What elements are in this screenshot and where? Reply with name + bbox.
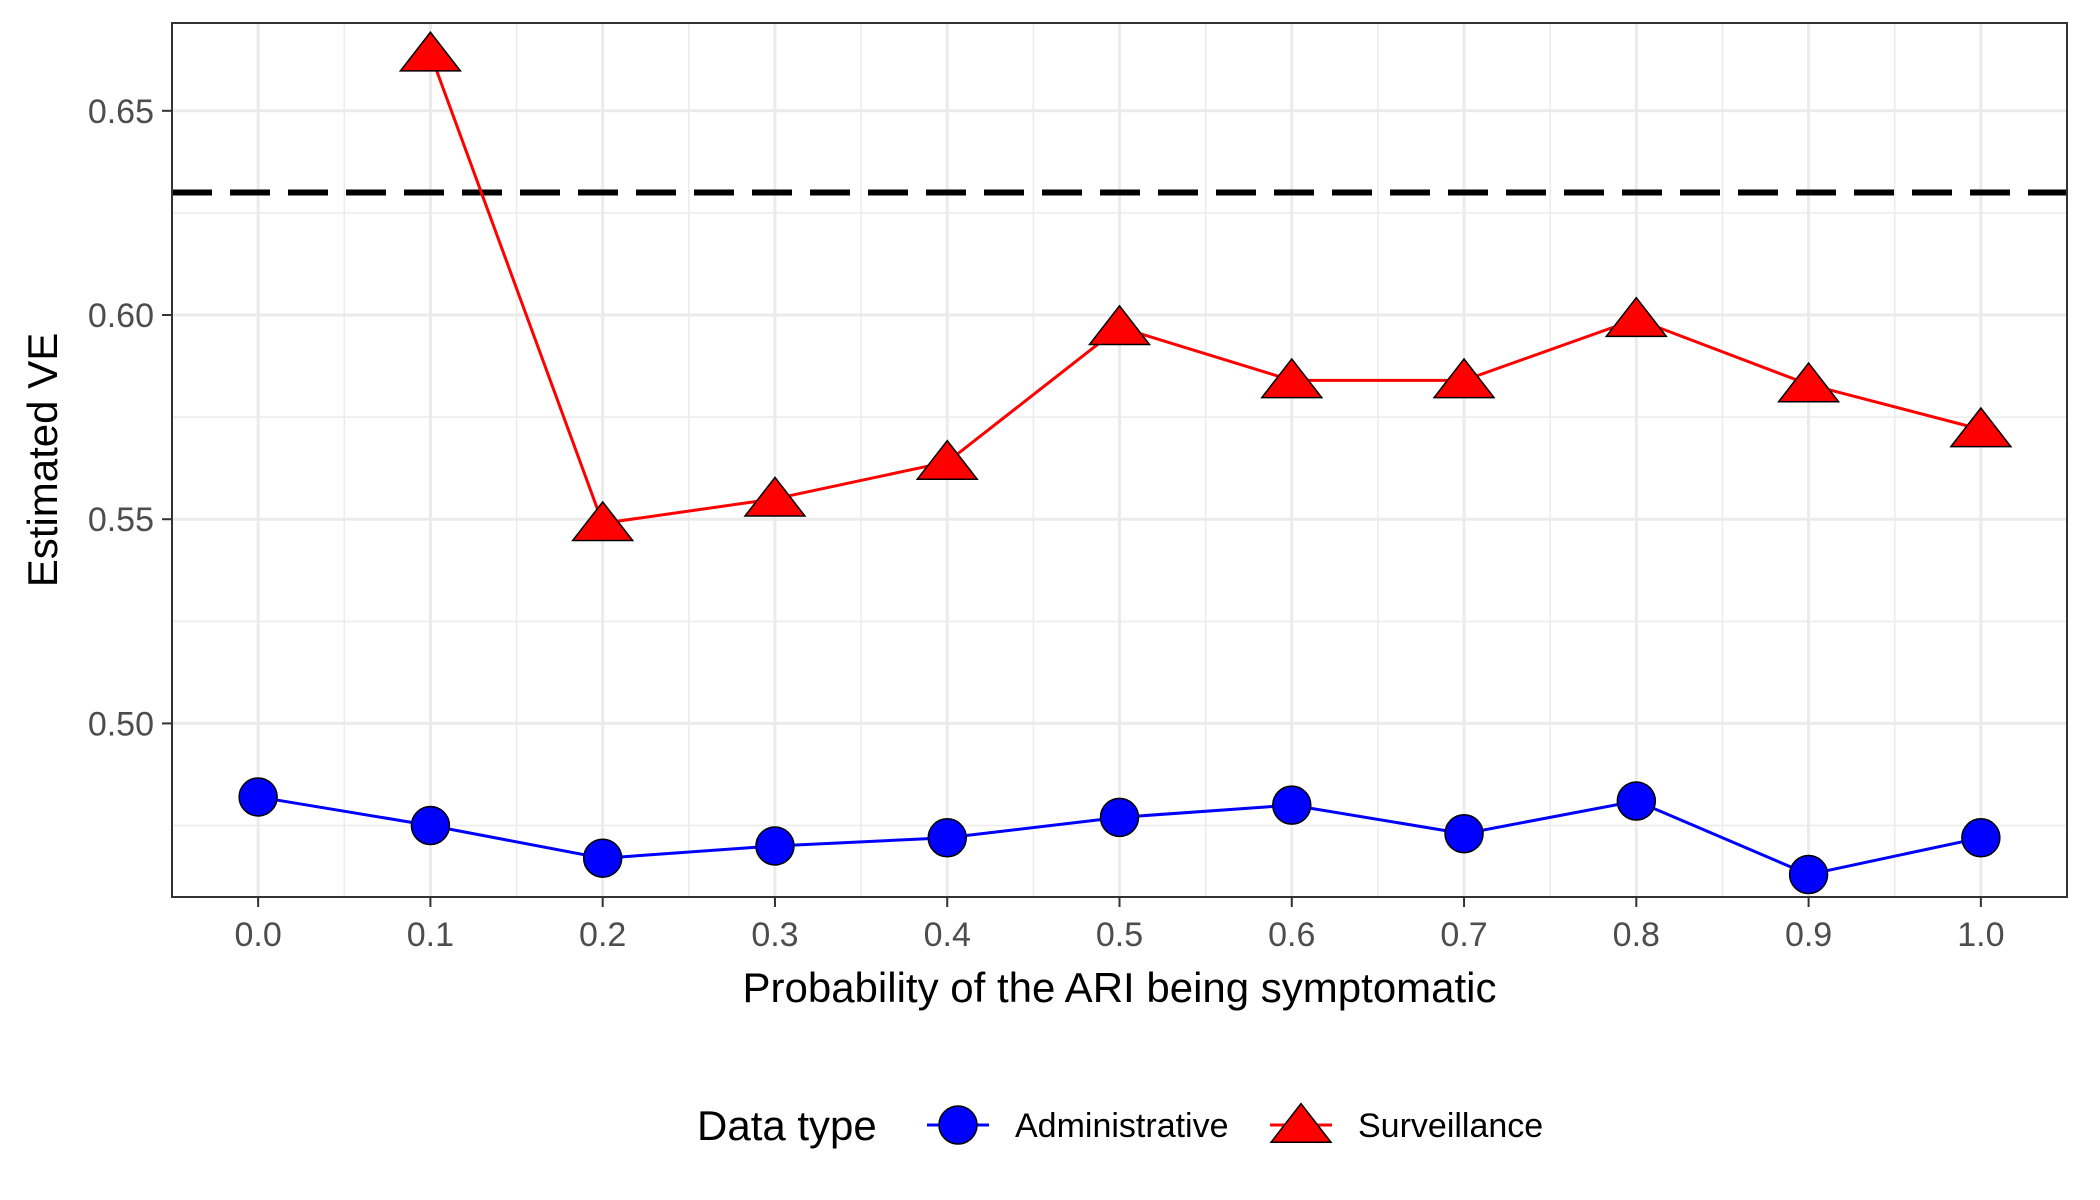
y-axis-title: Estimated VE	[19, 333, 66, 587]
series-line-surveillance	[429, 53, 1982, 525]
data-point-administrative	[1616, 781, 1657, 821]
x-tick-label: 1.0	[1957, 916, 2004, 954]
legend-label-surveillance: Surveillance	[1358, 1107, 1543, 1145]
x-axis-title: Probability of the ARI being symptomatic	[742, 964, 1496, 1011]
legend-key-circle	[938, 1105, 978, 1145]
legend-label-administrative: Administrative	[1015, 1107, 1229, 1145]
data-point-surveillance	[571, 500, 635, 542]
legend-title: Data type	[697, 1102, 877, 1149]
data-point-administrative	[410, 805, 451, 846]
data-point-surveillance	[1087, 304, 1152, 346]
data-point-administrative	[238, 777, 278, 817]
data-point-surveillance	[1260, 357, 1324, 399]
x-tick-label: 0.2	[579, 916, 626, 954]
legend: Data type Administrative Surveillance	[697, 1102, 1543, 1149]
data-point-administrative	[582, 838, 623, 878]
data-point-administrative	[1099, 797, 1140, 838]
x-tick-label: 0.1	[407, 916, 454, 954]
x-tick-label: 0.9	[1785, 916, 1832, 954]
legend-item-surveillance: Surveillance	[1269, 1102, 1543, 1145]
data-point-surveillance	[1604, 296, 1668, 338]
series-administrative	[238, 777, 2001, 895]
data-point-surveillance	[743, 476, 807, 517]
y-tick-label: 0.60	[88, 297, 154, 335]
data-point-administrative	[755, 826, 795, 866]
series-surveillance	[398, 31, 2013, 542]
data-point-surveillance	[915, 439, 979, 481]
x-tick-label: 0.6	[1268, 916, 1315, 954]
data-point-surveillance	[1432, 357, 1496, 399]
data-point-administrative	[1444, 813, 1484, 854]
data-point-administrative	[1788, 854, 1829, 895]
x-tick-label: 0.4	[924, 916, 971, 954]
y-axis-ticks: 0.50 0.55 0.60 0.65	[88, 93, 172, 743]
legend-items: Administrative Surveillance	[927, 1102, 1543, 1145]
y-tick-label: 0.50	[88, 705, 154, 743]
data-point-administrative	[1272, 785, 1312, 825]
y-tick-label: 0.55	[88, 501, 154, 539]
data-point-surveillance	[1949, 406, 2013, 448]
x-tick-label: 0.0	[235, 916, 282, 954]
data-point-surveillance	[1777, 361, 1841, 403]
legend-item-administrative: Administrative	[927, 1105, 1229, 1145]
x-axis-ticks: 0.0 0.1 0.2 0.3 0.4 0.5 0.6 0.7 0.8 0.9 1.0	[235, 897, 2004, 954]
data-point-administrative	[1961, 818, 2001, 858]
x-tick-label: 0.8	[1613, 916, 1660, 954]
x-tick-label: 0.7	[1440, 916, 1487, 954]
series-layer	[238, 31, 2013, 895]
data-point-surveillance	[398, 31, 462, 72]
y-tick-label: 0.65	[88, 93, 154, 131]
legend-key-triangle	[1269, 1102, 1333, 1143]
grid-lines	[172, 23, 2067, 897]
x-tick-label: 0.3	[751, 916, 798, 954]
x-tick-label: 0.5	[1096, 916, 1143, 954]
data-point-administrative	[927, 818, 967, 858]
